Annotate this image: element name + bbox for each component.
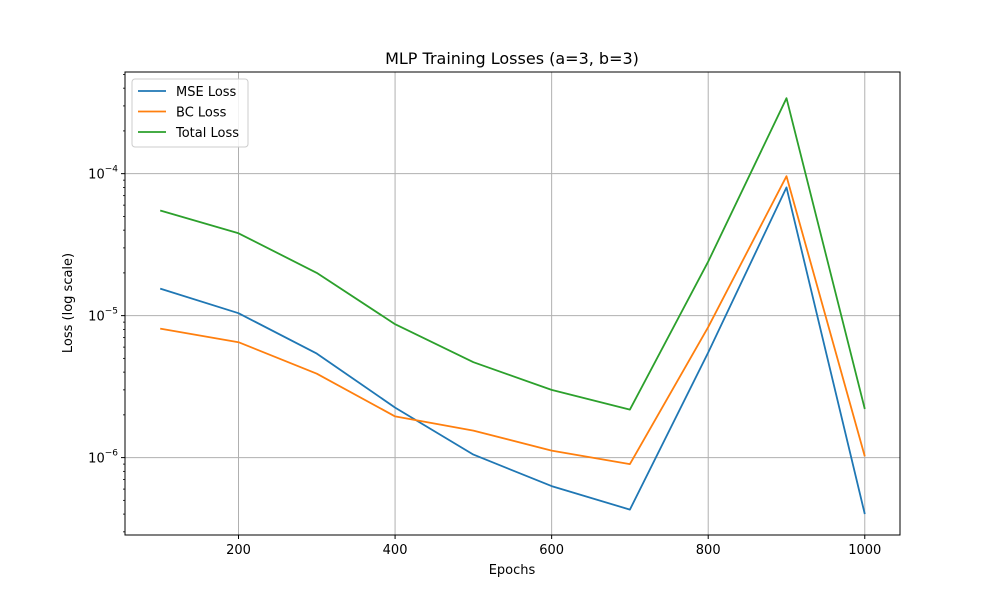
plot-frame xyxy=(124,71,901,536)
x-tick-label: 600 xyxy=(539,543,564,558)
series-line-bc-loss xyxy=(160,175,866,466)
legend-label: Total Loss xyxy=(175,126,239,141)
x-tick-label: 200 xyxy=(226,543,251,558)
series-line-mse-loss xyxy=(159,186,866,515)
legend-box xyxy=(131,78,249,148)
x-tick-label: 1000 xyxy=(848,543,881,558)
legend-label: BC Loss xyxy=(176,106,227,121)
x-tick-label: 800 xyxy=(696,543,721,558)
legend: MSE Loss BC Loss Total Loss xyxy=(131,78,249,148)
x-axis-label: Epochs xyxy=(489,563,536,578)
y-tick-label: 10−5 xyxy=(88,307,118,325)
chart-title: MLP Training Losses (a=3, b=3) xyxy=(385,49,639,68)
y-tick-base: 10 xyxy=(88,452,105,467)
x-tick-label: 400 xyxy=(383,543,408,558)
series-lines xyxy=(159,97,866,515)
legend-label: MSE Loss xyxy=(176,85,237,100)
grid xyxy=(125,72,900,535)
y-axis-label: Loss (log scale) xyxy=(61,253,76,353)
y-tick-label: 10−4 xyxy=(88,165,118,183)
y-tick-label: 10−6 xyxy=(88,449,118,467)
y-tick-base: 10 xyxy=(88,168,105,183)
y-tick-exponent: −6 xyxy=(105,449,119,459)
series-line-total-loss xyxy=(159,97,866,411)
y-tick-exponent: −4 xyxy=(105,165,119,175)
y-tick-exponent: −5 xyxy=(105,307,118,317)
y-tick-base: 10 xyxy=(88,310,105,325)
